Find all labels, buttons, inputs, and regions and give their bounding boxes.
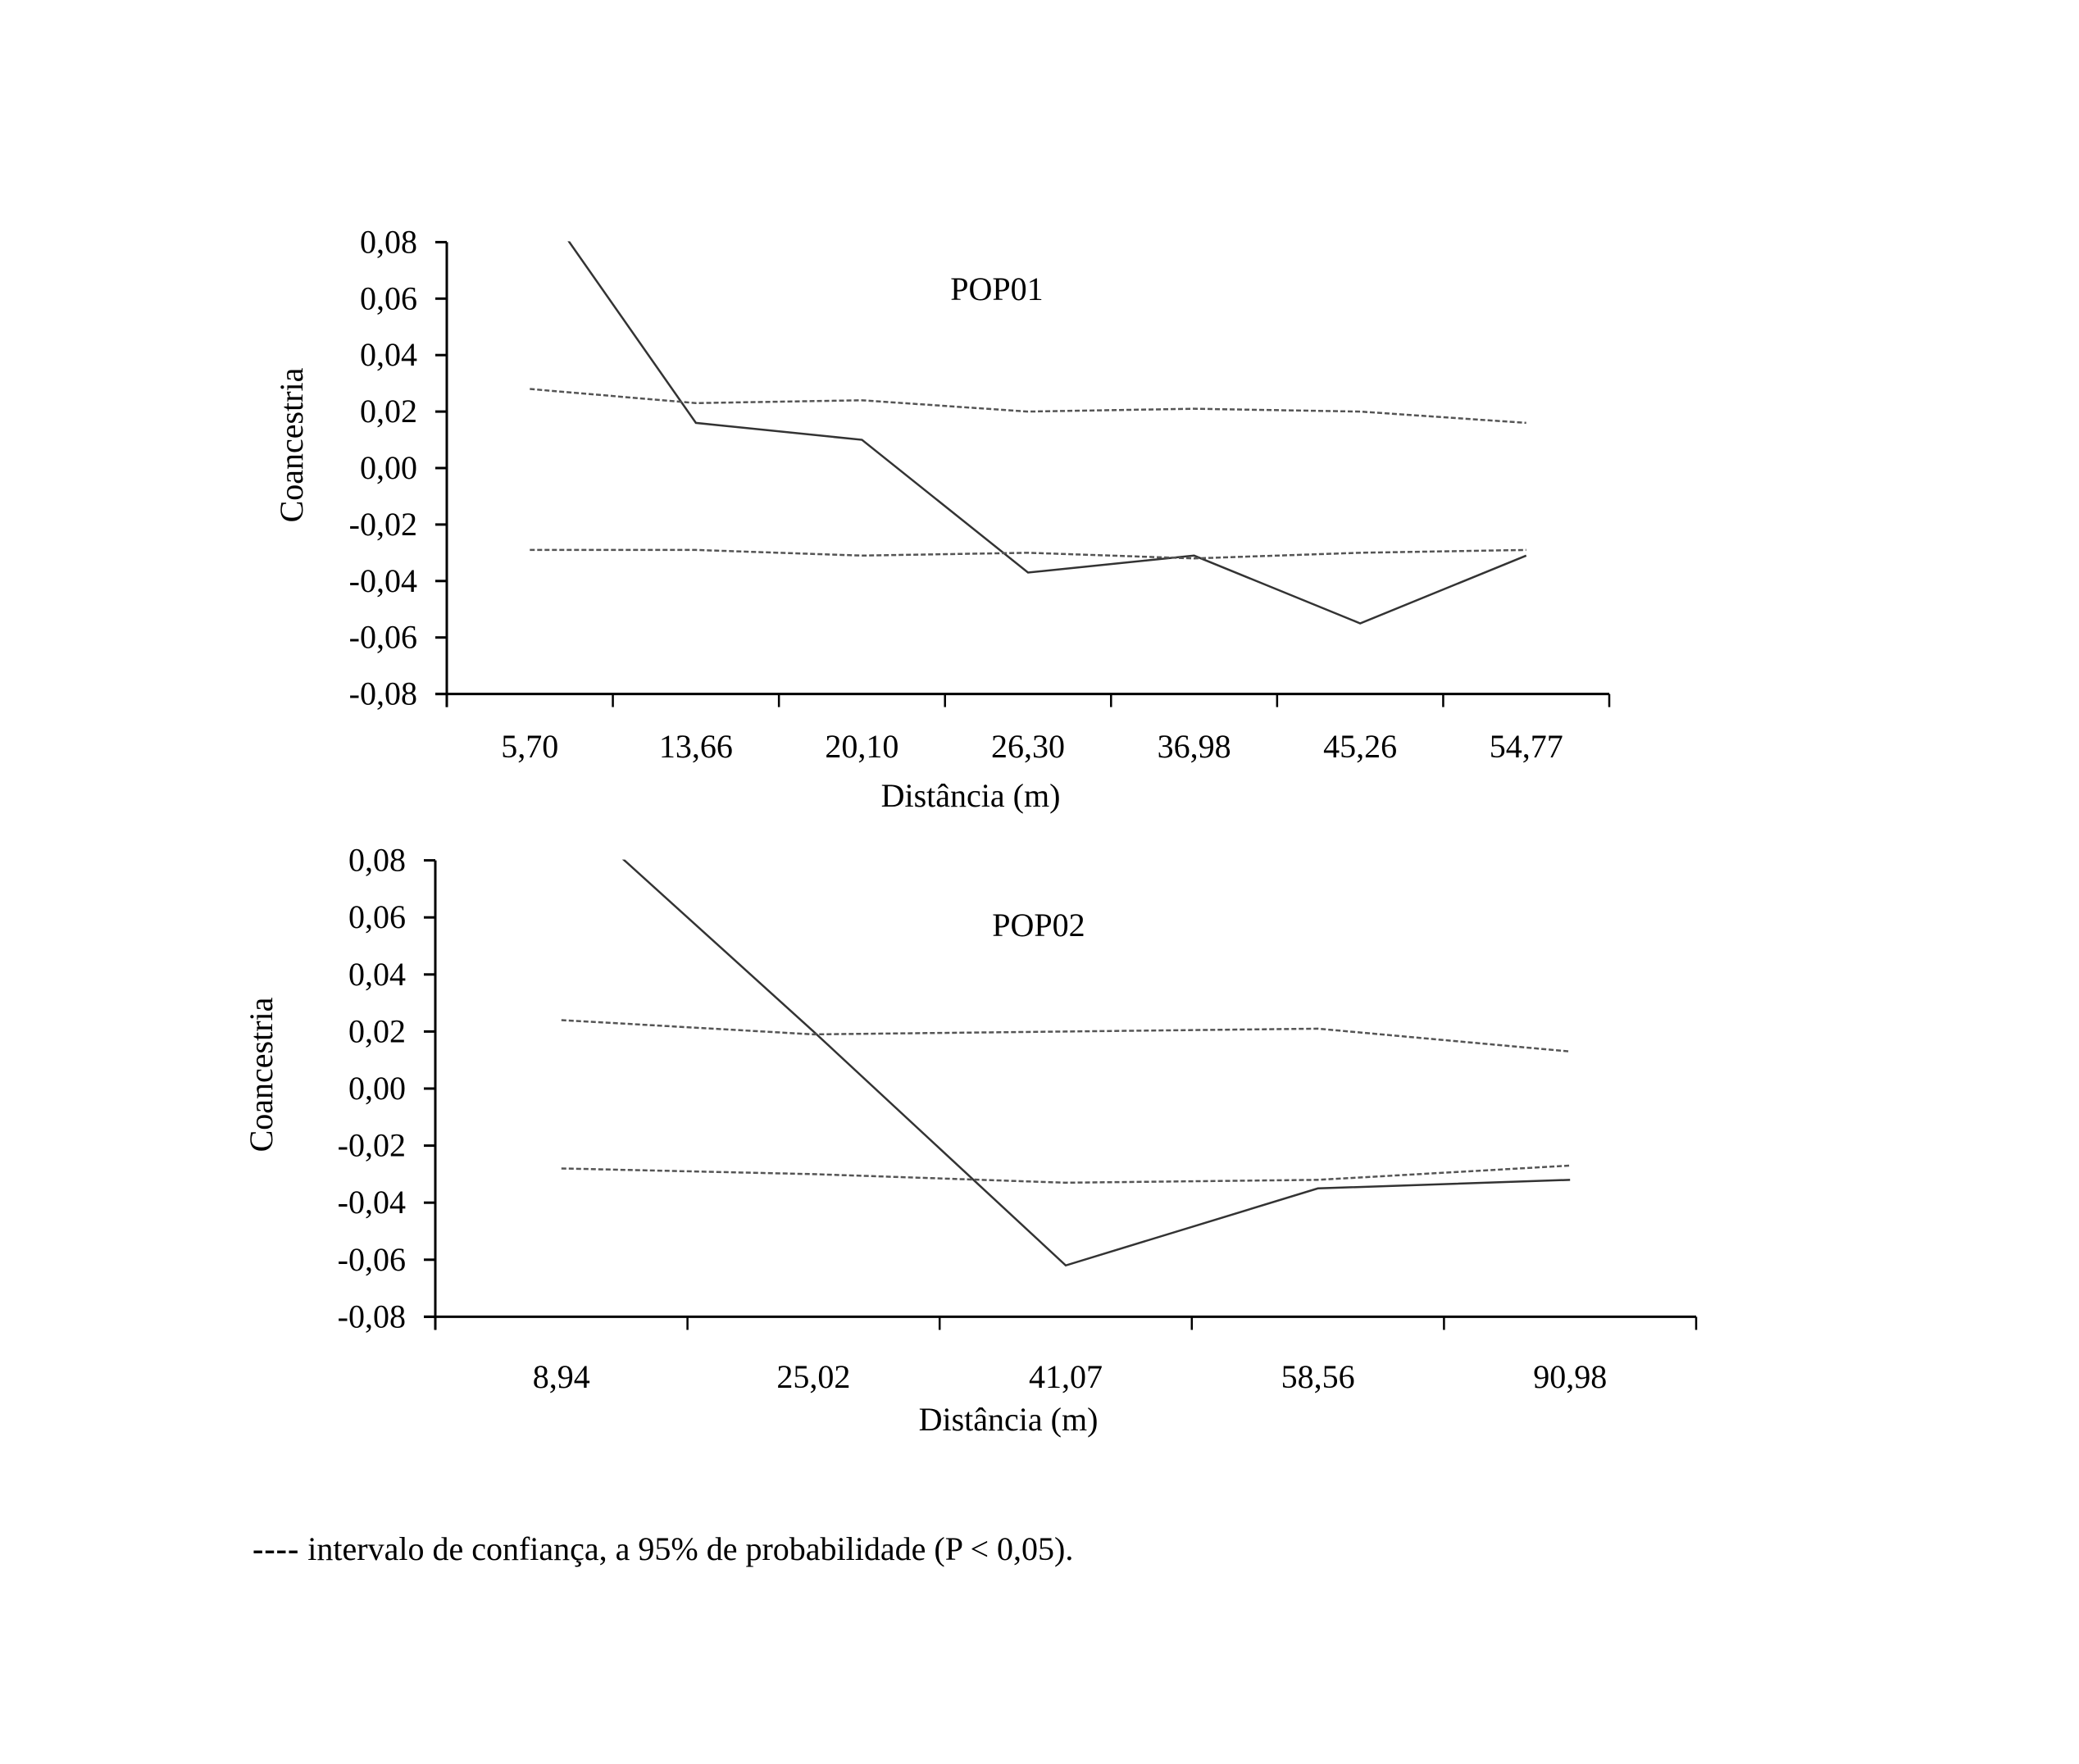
x-tick-label: 26,30 bbox=[991, 728, 1065, 765]
confidence-interval-line bbox=[530, 548, 1526, 560]
y-tick-label: -0,06 bbox=[349, 619, 417, 656]
y-tick-label: -0,06 bbox=[338, 1241, 406, 1278]
x-tick-label: 54,77 bbox=[1490, 728, 1563, 765]
y-tick-label: -0,04 bbox=[338, 1184, 406, 1221]
x-tick-label: 5,70 bbox=[501, 728, 558, 765]
x-tick-label: 41,07 bbox=[1029, 1358, 1103, 1395]
x-tick-label: 36,98 bbox=[1158, 728, 1231, 765]
y-axis-title: Coancestria bbox=[243, 997, 280, 1152]
x-axis-title: Distância (m) bbox=[919, 1401, 1099, 1438]
x-axis-title: Distância (m) bbox=[881, 777, 1061, 814]
y-tick-label: -0,08 bbox=[338, 1298, 406, 1334]
confidence-interval-line bbox=[561, 1019, 1571, 1053]
chart-pop01: 0,08 0,06 0,04 0,02 0,00 -0,02 -0,04 -0,06 -0,08… bbox=[273, 223, 1611, 814]
y-tick-label: 0,06 bbox=[348, 898, 406, 935]
y-tick-label: 0,02 bbox=[348, 1012, 406, 1049]
figure-caption: ---- intervalo de confiança, a 95% de pr… bbox=[252, 1530, 1073, 1568]
chart-pop02: 0,08 0,06 0,04 0,02 0,00 -0,02 -0,04 -0,06 -0,08… bbox=[243, 842, 1698, 1438]
y-axis-title: Coancestria bbox=[273, 367, 310, 522]
x-tick-label: 20,10 bbox=[825, 728, 898, 765]
x-tick-label: 13,66 bbox=[659, 728, 733, 765]
caption-text: intervalo de confiança, a 95% de probabi… bbox=[299, 1530, 1074, 1567]
panel-title: POP02 bbox=[992, 907, 1085, 943]
y-tick-label: -0,02 bbox=[349, 506, 417, 543]
x-tick-label: 45,26 bbox=[1323, 728, 1397, 765]
y-tick-label: 0,04 bbox=[348, 956, 406, 993]
confidence-interval-line bbox=[561, 1164, 1571, 1184]
coancestry-line bbox=[621, 859, 1571, 1267]
panel-title: POP01 bbox=[950, 271, 1043, 307]
y-tick-label: -0,08 bbox=[349, 675, 417, 712]
y-tick-label: -0,04 bbox=[349, 562, 417, 599]
y-tick-label: -0,02 bbox=[338, 1127, 406, 1164]
x-tick-label: 25,02 bbox=[776, 1358, 850, 1395]
y-tick-label: 0,08 bbox=[348, 842, 406, 879]
y-tick-label: 0,04 bbox=[360, 336, 417, 373]
x-tick-label: 8,94 bbox=[533, 1358, 590, 1395]
y-tick-label: 0,02 bbox=[360, 393, 417, 430]
x-tick-label: 90,98 bbox=[1533, 1358, 1607, 1395]
y-tick-label: 0,08 bbox=[360, 223, 417, 260]
y-tick-label: 0,06 bbox=[360, 280, 417, 316]
coancestry-line bbox=[567, 241, 1527, 625]
y-tick-label: 0,00 bbox=[360, 449, 417, 486]
y-tick-label: 0,00 bbox=[348, 1070, 406, 1107]
x-tick-label: 58,56 bbox=[1281, 1358, 1355, 1395]
legend-dash-symbol: ---- bbox=[252, 1530, 300, 1567]
confidence-interval-line bbox=[530, 388, 1526, 425]
